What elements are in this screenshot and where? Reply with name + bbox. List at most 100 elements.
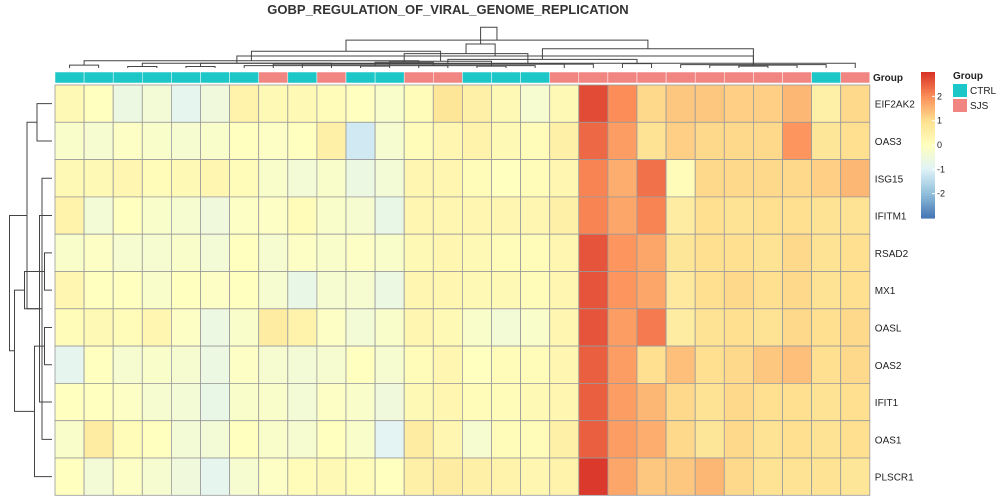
heatmap-cell: [258, 159, 289, 198]
heatmap-cell: [753, 345, 783, 384]
heatmap-cell: [491, 196, 522, 235]
heatmap-cell: [287, 233, 318, 272]
heatmap-cell: [229, 308, 260, 347]
group-annotation-cell: [403, 71, 434, 84]
color-scale-step: [921, 196, 935, 200]
heatmap-cell: [665, 121, 696, 161]
color-scale-step: [921, 169, 935, 173]
heatmap-cell: [403, 420, 434, 459]
heatmap-cell: [345, 420, 376, 459]
color-scale-step: [921, 181, 935, 185]
column-dendrogram: [69, 26, 856, 68]
group-annotation-cell: [811, 71, 841, 84]
group-legend-label: CTRL: [970, 86, 997, 97]
color-scale-step: [921, 188, 935, 192]
heatmap-cell: [665, 271, 696, 310]
heatmap-cell: [840, 308, 871, 347]
heatmap-cell: [461, 382, 492, 422]
color-scale-step: [921, 84, 935, 88]
color-scale-step: [921, 183, 935, 187]
heatmap-cell: [607, 382, 638, 422]
group-annotation-cell: [549, 71, 580, 84]
heatmap-cell: [83, 271, 114, 310]
group-legend-swatch: [953, 99, 967, 112]
heatmap-cell: [811, 196, 842, 235]
color-scale-step: [921, 110, 935, 114]
heatmap-cell: [83, 382, 114, 422]
heatmap-cell: [432, 84, 463, 123]
row-label: EIF2AK2: [875, 100, 915, 111]
heatmap-cell: [229, 345, 260, 384]
color-scale-step: [921, 145, 935, 149]
color-scale-step: [921, 86, 935, 90]
heatmap-cell: [141, 420, 172, 459]
heatmap-cell: [607, 159, 638, 198]
heatmap-cell: [258, 84, 289, 123]
color-scale-step: [921, 108, 935, 112]
group-annotation-cell: [229, 71, 259, 84]
group-annotation-cell: [345, 71, 376, 84]
heatmap-cell: [345, 457, 376, 496]
heatmap-cell: [665, 196, 696, 235]
heatmap-cell: [636, 271, 667, 310]
color-scale-step: [921, 162, 935, 166]
color-scale-step: [921, 81, 935, 85]
heatmap-cell: [141, 159, 172, 198]
heatmap-cell: [200, 271, 231, 310]
color-scale-step: [921, 191, 935, 195]
heatmap-cell: [287, 159, 318, 198]
heatmap-cell: [83, 345, 114, 384]
color-scale-step: [921, 72, 935, 76]
dendrogram-branch: [36, 103, 52, 142]
heatmap-cell: [287, 420, 318, 459]
heatmap-cell: [723, 457, 754, 496]
row-label: PLSCR1: [875, 473, 914, 484]
heatmap-cell: [665, 420, 696, 459]
row-labels: EIF2AK2 OAS3 ISG15 IFITM1 RSAD2 MX1 OASL OAS2 IF…: [875, 100, 915, 484]
heatmap-cell: [374, 84, 405, 123]
heatmap-cell: [374, 196, 405, 235]
heatmap-cell: [403, 196, 434, 235]
heatmap-cell: [374, 345, 405, 384]
color-scale-step: [921, 132, 935, 136]
heatmap-cell: [287, 345, 318, 384]
heatmap-cell: [54, 345, 85, 384]
heatmap-cell: [258, 457, 289, 496]
heatmap-cell: [141, 121, 172, 161]
heatmap-cell: [694, 233, 725, 272]
heatmap-cell: [54, 196, 85, 235]
dendrogram-branch: [44, 252, 52, 291]
heatmap-cell: [54, 420, 85, 459]
heatmap-cell: [112, 308, 143, 347]
heatmap-cell: [345, 308, 376, 347]
heatmap-cell: [258, 196, 289, 235]
heatmap-cell: [432, 457, 463, 496]
heatmap-cell: [665, 382, 696, 422]
heatmap-cell: [811, 271, 842, 310]
group-annotation-cell: [462, 71, 492, 84]
color-scale-step: [921, 215, 935, 219]
heatmap-cell: [374, 382, 405, 422]
heatmap-cell: [578, 84, 609, 123]
color-scale-step: [921, 101, 935, 105]
heatmap-cell: [520, 345, 551, 384]
dendrogram-branch: [480, 26, 498, 44]
color-scale-step: [921, 176, 935, 180]
heatmap-cell: [54, 457, 85, 496]
heatmap-cell: [782, 345, 813, 384]
heatmap-cell: [636, 345, 667, 384]
heatmap-cell: [112, 420, 143, 459]
heatmap-cell: [520, 84, 551, 123]
color-scale-step: [921, 96, 935, 100]
heatmap-cell: [549, 196, 580, 235]
group-annotation-cell: [258, 71, 289, 84]
heatmap-cell: [432, 159, 463, 198]
heatmap-cell: [432, 308, 463, 347]
color-scale-step: [921, 123, 935, 127]
heatmap-cell: [229, 420, 260, 459]
heatmap-cells: [54, 84, 871, 496]
heatmap-cell: [54, 233, 85, 272]
heatmap-cell: [258, 420, 289, 459]
color-scale-step: [921, 137, 935, 141]
heatmap-cell: [782, 457, 813, 496]
